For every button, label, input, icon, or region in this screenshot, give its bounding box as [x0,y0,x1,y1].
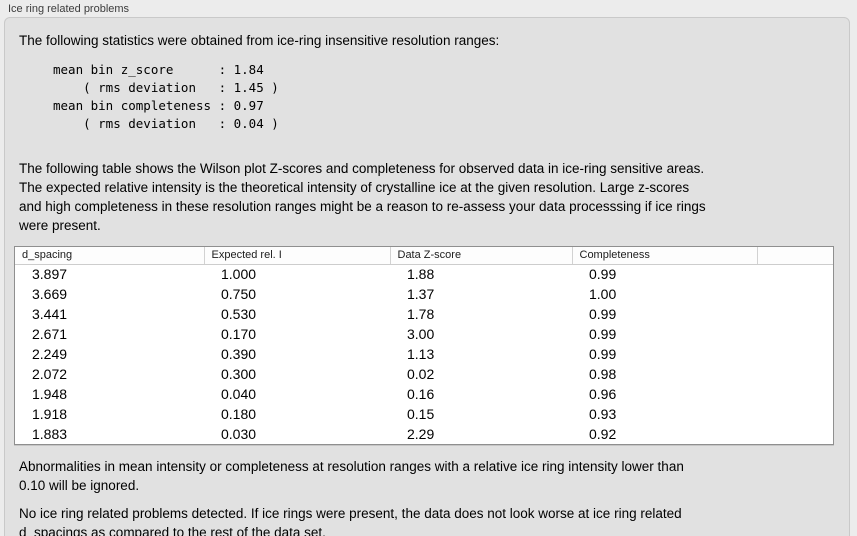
table-cell: 0.750 [221,286,257,302]
table-cell: 1.918 [32,406,68,422]
table-cell: 1.13 [407,346,435,362]
table-cell: 2.29 [407,426,435,442]
table-cell: 0.99 [589,326,617,342]
table-cell [757,384,833,404]
table-cell: 0.300 [221,366,257,382]
table-cell: 0.170 [221,326,257,342]
table-row[interactable]: 2.072 0.300 0.02 0.98 [15,364,833,384]
table-body: 3.897 1.000 1.88 0.99 3.669 0.750 1.37 1.00 3.44… [15,264,833,444]
table-row[interactable]: 1.948 0.040 0.16 0.96 [15,384,833,404]
table-header-row: d_spacing Expected rel. I Data Z-score Comp… [15,247,833,265]
table-row[interactable]: 1.883 0.030 2.29 0.92 [15,424,833,444]
table-cell: 0.02 [407,366,435,382]
table-column-header[interactable]: Data Z-score [389,247,572,265]
table-cell [757,264,833,284]
groupbox-title: Ice ring related problems [8,3,130,15]
table-cell [757,304,833,324]
table-cell: 3.00 [407,326,435,342]
table-cell: 0.530 [221,306,257,322]
table-cell [757,424,833,444]
table-cell [757,364,833,384]
stats-values-block: mean bin z_score : 1.84 ( rms deviation … [53,62,279,131]
table-row[interactable]: 1.918 0.180 0.15 0.93 [15,404,833,424]
table-cell: 0.98 [589,366,617,382]
table-cell: 1.37 [407,286,435,302]
table-column-header[interactable]: Expected rel. I [203,247,390,265]
table-cell: 1.883 [32,426,68,442]
table-cell: 0.16 [407,386,435,402]
table-cell: 2.671 [32,326,68,342]
table-cell [757,324,833,344]
table-cell: 1.88 [407,266,435,283]
table-cell: 3.669 [32,286,68,302]
table-cell: 1.948 [32,386,68,402]
table-row[interactable]: 2.671 0.170 3.00 0.99 [15,324,833,344]
table-column-header[interactable] [756,247,833,265]
table-cell [757,284,833,304]
table-cell [757,344,833,364]
table-cell: 2.072 [32,366,68,382]
table-column-header[interactable]: Completeness [571,247,757,265]
stats-intro-text: The following statistics were obtained f… [19,33,500,48]
table-cell: 0.92 [589,426,617,442]
ice-ring-table[interactable]: d_spacing Expected rel. I Data Z-score Comp… [14,246,834,445]
table-cell: 0.96 [589,386,617,402]
table-cell: 1.000 [221,266,257,283]
table-cell [757,404,833,424]
table-cell: 0.390 [221,346,257,362]
abnormalities-note-text: Abnormalities in mean intensity or compl… [19,459,684,493]
conclusion-text: No ice ring related problems detected. I… [19,506,682,536]
table-cell: 0.99 [589,346,617,362]
ice-ring-groupbox: The following statistics were obtained f… [4,17,850,536]
table-row[interactable]: 2.249 0.390 1.13 0.99 [15,344,833,364]
table-row[interactable]: 3.669 0.750 1.37 1.00 [15,284,833,304]
table-cell: 0.040 [221,386,257,402]
table-cell: 1.78 [407,306,435,322]
table-description-text: The following table shows the Wilson plo… [19,161,706,233]
table-cell: 3.441 [32,306,68,322]
table-cell: 0.93 [589,406,617,422]
table-cell: 0.180 [221,406,257,422]
table-cell: 0.15 [407,406,435,422]
table-cell: 2.249 [32,346,68,362]
table-row[interactable]: 3.897 1.000 1.88 0.99 [15,264,833,284]
table-column-header[interactable]: d_spacing [15,247,204,265]
table-cell: 0.99 [589,266,617,283]
table-row[interactable]: 3.441 0.530 1.78 0.99 [15,304,833,324]
ice-ring-data-table: d_spacing Expected rel. I Data Z-score Comp… [15,247,833,444]
table-cell: 1.00 [589,286,617,302]
table-cell: 0.99 [589,306,617,322]
table-cell: 3.897 [32,266,68,283]
table-cell: 0.030 [221,426,257,442]
